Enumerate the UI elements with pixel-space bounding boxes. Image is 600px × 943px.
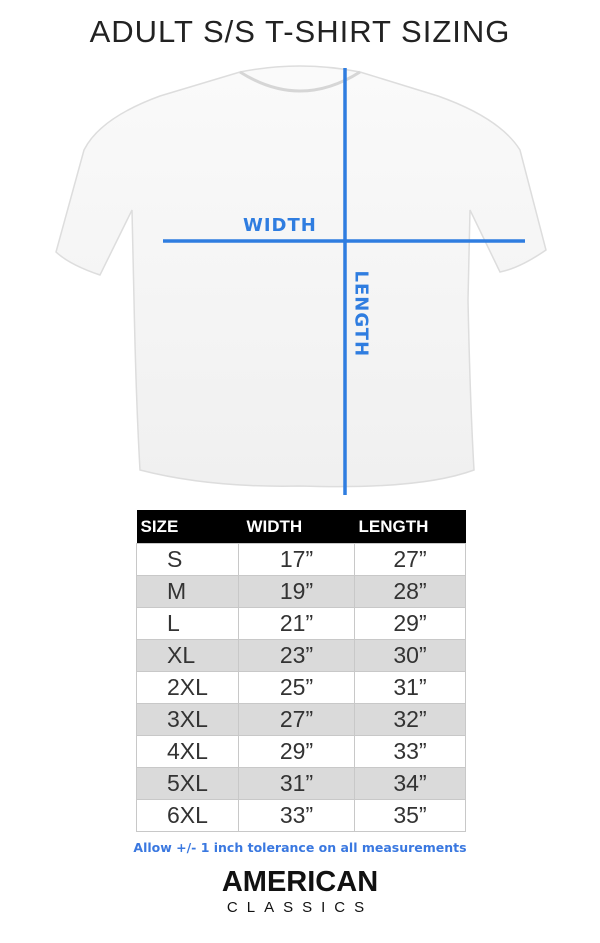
cell-length: 27” — [354, 543, 466, 576]
table-row: 2XL 25” 31” — [136, 671, 466, 704]
table-row: 6XL 33” 35” — [136, 799, 466, 832]
page-title: ADULT S/S T-SHIRT SIZING — [89, 14, 511, 49]
brand-logo-sub: CLASSICS — [226, 899, 374, 916]
cell-size: M — [136, 575, 239, 608]
tshirt-image — [55, 65, 547, 488]
table-row: M 19” 28” — [136, 575, 466, 608]
cell-length: 32” — [354, 703, 466, 736]
tshirt-diagram — [55, 65, 547, 495]
length-label: LENGTH — [350, 270, 372, 358]
tolerance-note: Allow +/- 1 inch tolerance on all measur… — [133, 840, 467, 855]
cell-width: 27” — [238, 703, 355, 736]
cell-width: 19” — [238, 575, 355, 608]
table-row: XL 23” 30” — [136, 639, 466, 672]
cell-width: 31” — [238, 767, 355, 800]
header-width: WIDTH — [238, 510, 355, 544]
table-row: S 17” 27” — [136, 543, 466, 576]
cell-width: 29” — [238, 735, 355, 768]
cell-size: 4XL — [136, 735, 239, 768]
cell-width: 21” — [238, 607, 355, 640]
cell-length: 29” — [354, 607, 466, 640]
width-label: WIDTH — [243, 215, 317, 236]
cell-width: 33” — [238, 799, 355, 832]
cell-length: 30” — [354, 639, 466, 672]
cell-length: 28” — [354, 575, 466, 608]
cell-size: 3XL — [136, 703, 239, 736]
cell-size: 2XL — [136, 671, 239, 704]
cell-length: 33” — [354, 735, 466, 768]
cell-size: L — [136, 607, 239, 640]
cell-size: 6XL — [136, 799, 239, 832]
cell-size: S — [136, 543, 239, 576]
table-row: 4XL 29” 33” — [136, 735, 466, 768]
cell-size: 5XL — [136, 767, 239, 800]
header-length: LENGTH — [354, 510, 466, 544]
cell-width: 17” — [238, 543, 355, 576]
cell-length: 31” — [354, 671, 466, 704]
cell-length: 34” — [354, 767, 466, 800]
header-size: SIZE — [136, 510, 239, 544]
cell-width: 25” — [238, 671, 355, 704]
table-row: 3XL 27” 32” — [136, 703, 466, 736]
table-header: SIZE WIDTH LENGTH — [136, 510, 466, 544]
brand-logo: AMERICAN — [221, 866, 379, 898]
size-table: SIZE WIDTH LENGTH S 17” 27” M 19” 28” L 21” 29” X… — [136, 510, 466, 832]
cell-length: 35” — [354, 799, 466, 832]
cell-size: XL — [136, 639, 239, 672]
table-row: L 21” 29” — [136, 607, 466, 640]
cell-width: 23” — [238, 639, 355, 672]
table-row: 5XL 31” 34” — [136, 767, 466, 800]
